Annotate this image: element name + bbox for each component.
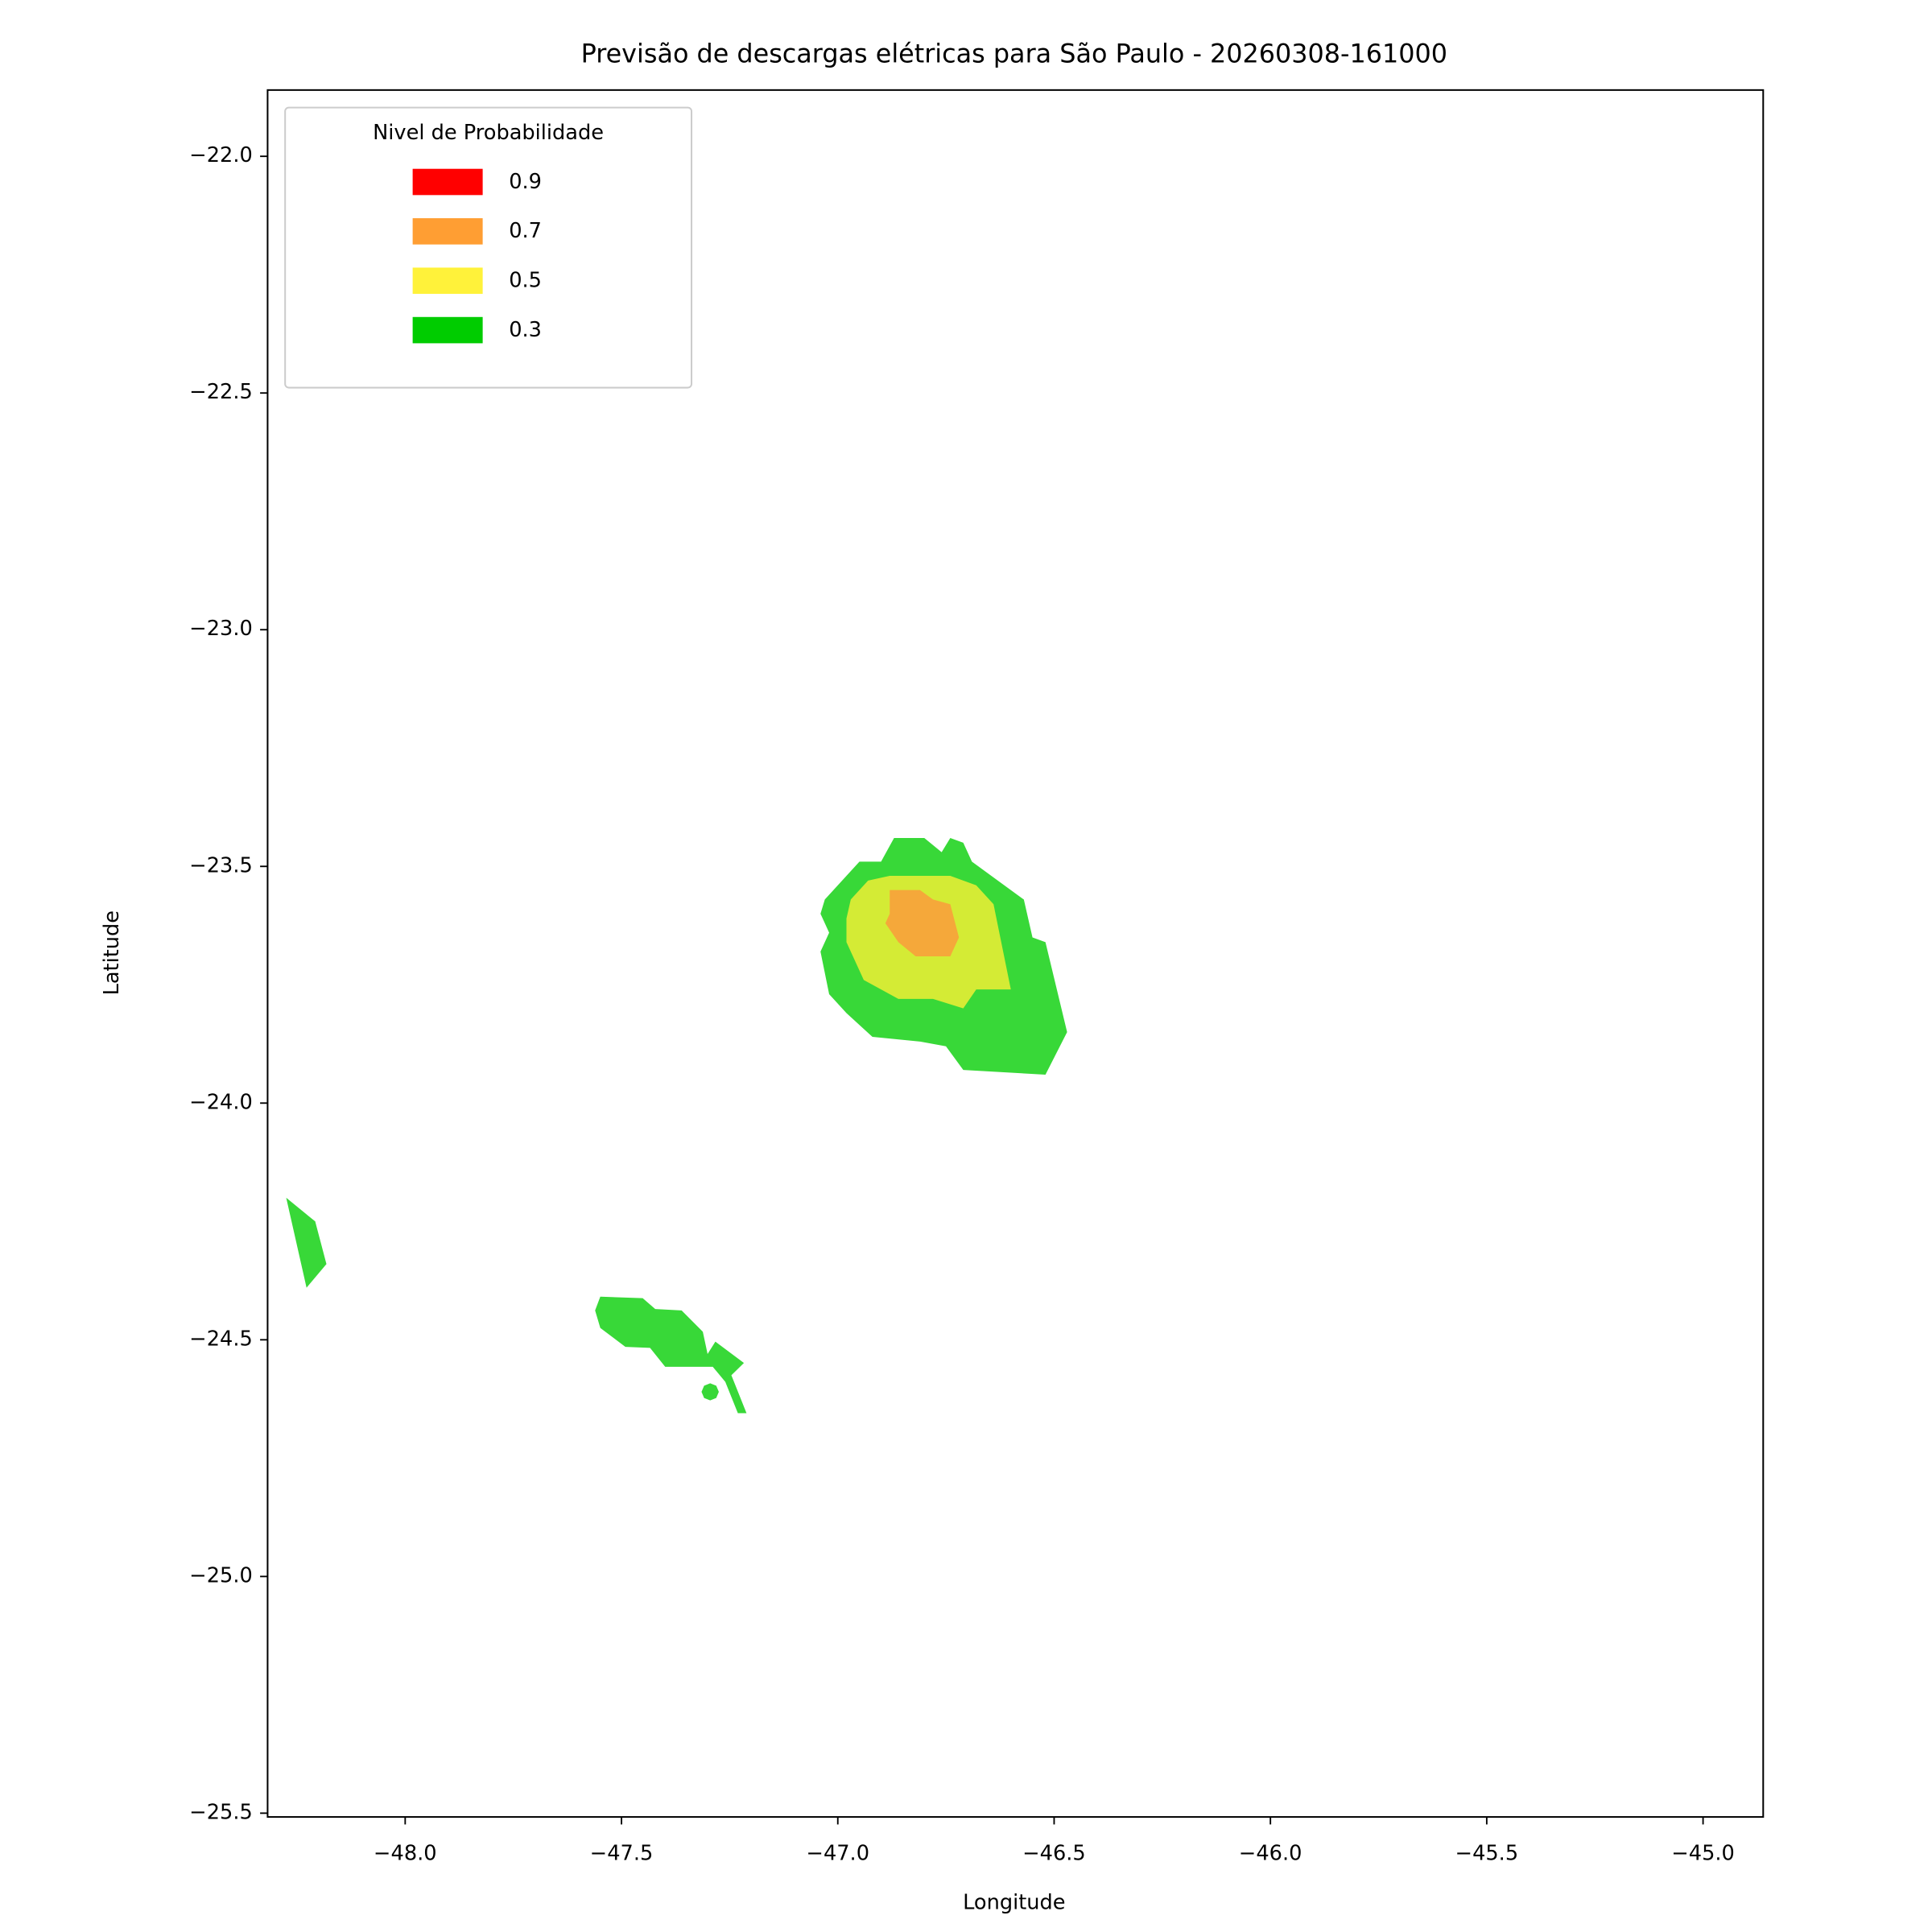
- y-tick-label: −23.5: [189, 853, 253, 877]
- y-tick-label: −22.0: [189, 143, 253, 167]
- legend-swatch: [412, 316, 483, 344]
- y-tick-label: −22.5: [189, 380, 253, 404]
- x-tick-label: −45.5: [1455, 1842, 1519, 1866]
- y-tick-label: −23.0: [189, 617, 253, 641]
- y-tick-label: −24.5: [189, 1327, 253, 1351]
- contour-region: [595, 1296, 747, 1414]
- x-axis-label: Longitude: [963, 1890, 1065, 1914]
- contour-region: [286, 1197, 327, 1288]
- legend-label: 0.7: [509, 219, 542, 243]
- axes-frame: [266, 89, 1765, 1818]
- legend-label: 0.9: [509, 170, 542, 194]
- x-tick-label: −46.5: [1022, 1842, 1086, 1866]
- legend-label: 0.5: [509, 269, 542, 293]
- x-tick-label: −46.0: [1239, 1842, 1302, 1866]
- x-tick-label: −45.0: [1671, 1842, 1735, 1866]
- legend-title: Nivel de Probabilidade: [373, 121, 604, 145]
- contour-region: [701, 1383, 719, 1401]
- legend-swatch: [412, 218, 483, 245]
- legend-label: 0.3: [509, 318, 542, 342]
- y-axis-label: Latitude: [100, 910, 124, 995]
- y-tick-label: −24.0: [189, 1090, 253, 1114]
- y-tick-label: −25.5: [189, 1800, 253, 1824]
- legend-swatch: [412, 267, 483, 295]
- chart-title: Previsão de descargas elétricas para São…: [581, 38, 1447, 68]
- legend-swatch: [412, 168, 483, 196]
- contour-region: [885, 890, 960, 956]
- plot-area: [286, 837, 1067, 1414]
- x-tick-label: −48.0: [374, 1842, 437, 1866]
- x-tick-label: −47.5: [590, 1842, 654, 1866]
- legend-box: [284, 106, 693, 389]
- y-tick-label: −25.0: [189, 1563, 253, 1587]
- legend: Nivel de Probabilidade 0.9 0.7 0.5 0.3: [284, 106, 693, 389]
- x-tick-label: −47.0: [806, 1842, 869, 1866]
